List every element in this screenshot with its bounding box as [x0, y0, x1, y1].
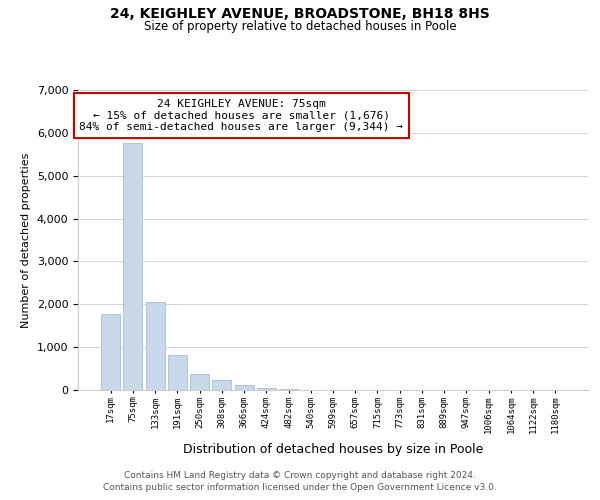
Text: 24, KEIGHLEY AVENUE, BROADSTONE, BH18 8HS: 24, KEIGHLEY AVENUE, BROADSTONE, BH18 8H…	[110, 8, 490, 22]
Bar	[190, 374, 209, 390]
Text: Contains HM Land Registry data © Crown copyright and database right 2024.
Contai: Contains HM Land Registry data © Crown c…	[103, 471, 497, 492]
Text: Distribution of detached houses by size in Poole: Distribution of detached houses by size …	[183, 442, 483, 456]
Bar	[235, 386, 254, 390]
Bar	[146, 302, 164, 390]
Bar	[124, 142, 142, 390]
Text: 24 KEIGHLEY AVENUE: 75sqm
← 15% of detached houses are smaller (1,676)
84% of se: 24 KEIGHLEY AVENUE: 75sqm ← 15% of detac…	[79, 99, 403, 132]
Y-axis label: Number of detached properties: Number of detached properties	[21, 152, 31, 328]
Bar	[257, 388, 276, 390]
Bar	[168, 355, 187, 390]
Bar	[279, 389, 298, 390]
Text: Size of property relative to detached houses in Poole: Size of property relative to detached ho…	[143, 20, 457, 33]
Bar	[101, 314, 120, 390]
Bar	[212, 380, 231, 390]
